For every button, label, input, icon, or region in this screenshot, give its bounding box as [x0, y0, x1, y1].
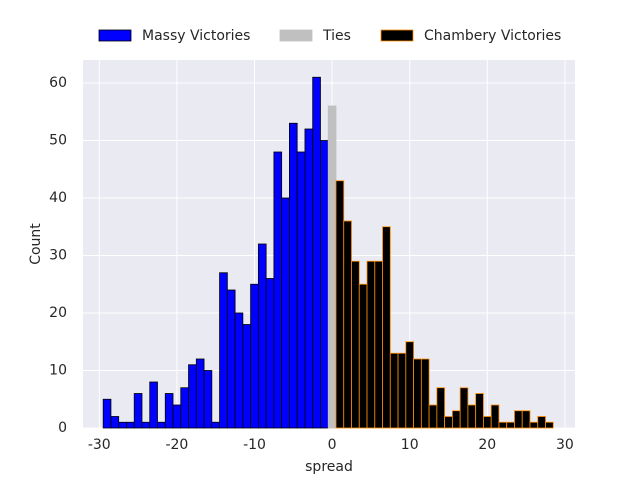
bar — [304, 128, 314, 429]
bar — [102, 398, 112, 429]
bar — [428, 404, 438, 429]
bar — [335, 180, 345, 429]
bar — [343, 220, 352, 429]
bar — [242, 324, 252, 429]
bar — [483, 416, 492, 429]
bar — [157, 421, 166, 429]
bar — [219, 272, 228, 429]
bar — [374, 260, 383, 429]
y-tick-label: 0 — [58, 420, 67, 436]
x-tick-label: -30 — [88, 437, 111, 453]
bar — [358, 283, 368, 429]
y-tick-label: 10 — [49, 363, 67, 379]
bar — [126, 421, 135, 429]
y-tick-label: 40 — [49, 190, 67, 206]
bar — [514, 410, 523, 429]
bar — [133, 393, 143, 429]
y-tick-label: 30 — [49, 248, 67, 264]
bar — [506, 421, 515, 429]
bar — [172, 404, 182, 429]
bar — [366, 260, 376, 429]
bar — [420, 358, 430, 429]
bar — [296, 151, 306, 429]
bar — [312, 76, 321, 429]
bar — [188, 364, 197, 429]
bar — [389, 352, 399, 429]
bar — [413, 358, 422, 429]
bar — [149, 381, 158, 429]
bar — [265, 278, 275, 429]
bar — [351, 260, 360, 429]
bar — [226, 289, 236, 429]
legend-swatch — [279, 29, 313, 42]
bar — [405, 341, 414, 429]
x-tick-label: 0 — [328, 437, 337, 453]
y-tick-label: 60 — [49, 75, 67, 91]
bar — [141, 421, 151, 429]
x-tick-label: 30 — [556, 437, 574, 453]
y-axis-label: Count — [28, 223, 44, 265]
x-tick-label: -10 — [243, 437, 266, 453]
bars — [102, 76, 554, 429]
bar — [180, 387, 189, 429]
bar — [327, 105, 337, 429]
bar — [195, 358, 205, 429]
bar — [118, 421, 127, 429]
y-tick-label: 20 — [49, 305, 67, 321]
x-axis-label: spread — [305, 459, 353, 475]
bar — [382, 226, 391, 429]
y-tick-label: 50 — [49, 133, 67, 149]
bar — [203, 370, 213, 429]
legend-swatch — [98, 29, 132, 42]
legend-label: Massy Victories — [142, 28, 250, 44]
bar — [475, 393, 484, 429]
bar — [459, 387, 469, 429]
bar — [436, 387, 446, 429]
bar — [444, 416, 453, 429]
bar — [451, 410, 461, 429]
bar — [164, 393, 174, 429]
bar — [498, 421, 508, 429]
legend: Massy Victories Ties Chambery Victories — [98, 28, 561, 44]
legend-swatch — [380, 29, 414, 42]
bar — [320, 140, 329, 429]
bar — [537, 416, 546, 429]
bar — [234, 312, 244, 429]
bar — [250, 283, 259, 429]
bar — [467, 404, 477, 429]
x-tick-label: 20 — [478, 437, 496, 453]
bar — [281, 197, 290, 429]
bar — [529, 421, 539, 429]
bar — [289, 122, 298, 429]
bar — [110, 416, 120, 429]
legend-label: Ties — [322, 28, 351, 44]
bar — [521, 410, 531, 429]
bar — [273, 151, 283, 429]
bar — [397, 352, 407, 429]
x-tick-label: -20 — [165, 437, 188, 453]
bar — [211, 421, 220, 429]
x-tick-label: 10 — [401, 437, 419, 453]
bar — [490, 404, 500, 429]
bar — [257, 243, 267, 429]
bar — [545, 421, 554, 429]
legend-label: Chambery Victories — [424, 28, 561, 44]
